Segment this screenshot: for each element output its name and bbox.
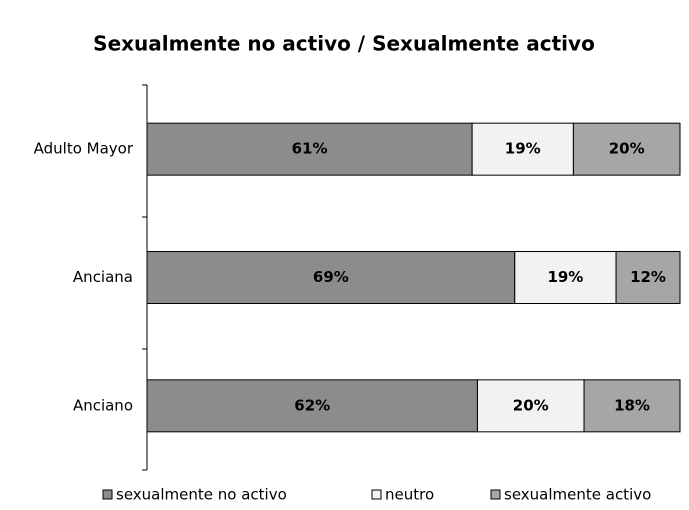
- bar-segment: [572, 122, 681, 176]
- legend-label: sexualmente activo: [504, 486, 651, 504]
- y-tick-label: Anciana: [73, 268, 133, 286]
- legend-label: neutro: [385, 486, 434, 504]
- value-label: 62%: [294, 396, 330, 414]
- y-tick-label: Adulto Mayor: [34, 140, 134, 158]
- chart-title: Sexualmente no activo / Sexualmente acti…: [93, 32, 595, 56]
- y-tick-label: Anciano: [73, 396, 133, 414]
- legend-marker: [102, 489, 113, 500]
- bar-segment: [615, 251, 681, 304]
- bar-segment: [583, 379, 681, 433]
- bar-segment: [146, 251, 516, 304]
- value-label: 69%: [313, 268, 349, 286]
- value-label: 19%: [505, 140, 541, 158]
- legend-marker: [490, 489, 501, 500]
- value-label: 18%: [614, 396, 650, 414]
- value-label: 61%: [292, 140, 328, 158]
- value-label: 20%: [513, 396, 549, 414]
- bar-segment: [146, 379, 478, 433]
- value-label: 12%: [630, 268, 666, 286]
- legend-marker: [371, 489, 382, 500]
- bar-segment: [471, 122, 574, 176]
- bar-segment: [146, 122, 473, 176]
- bar-segment: [514, 251, 617, 304]
- value-label: 20%: [609, 140, 645, 158]
- legend-label: sexualmente no activo: [116, 486, 287, 504]
- value-label: 19%: [547, 268, 583, 286]
